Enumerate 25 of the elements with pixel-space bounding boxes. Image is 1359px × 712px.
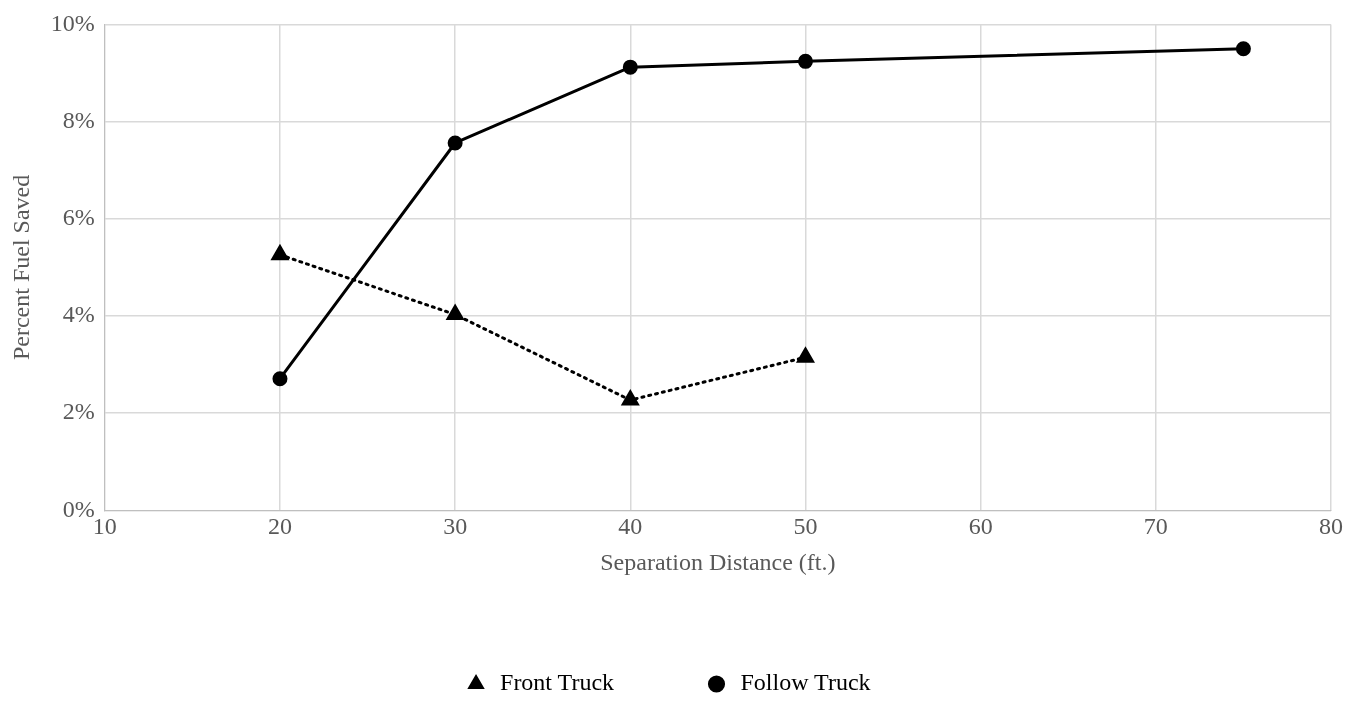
y-tick-label: 8% bbox=[62, 106, 95, 133]
y-tick-label: 10% bbox=[50, 9, 95, 36]
x-axis-title: Separation Distance (ft.) bbox=[600, 548, 836, 575]
x-tick-label: 20 bbox=[267, 513, 292, 540]
point bbox=[271, 245, 289, 261]
x-tick-label: 70 bbox=[1143, 513, 1168, 540]
point bbox=[447, 135, 463, 151]
x-tick-label: 60 bbox=[968, 513, 993, 540]
x-tick-label: 30 bbox=[443, 513, 468, 540]
y-tick-label: 6% bbox=[62, 204, 95, 231]
y-axis-title: Percent Fuel Saved bbox=[7, 174, 34, 361]
legend-label: Follow Truck bbox=[740, 669, 871, 696]
x-tick-label: 50 bbox=[793, 513, 818, 540]
y-tick-label: 0% bbox=[62, 495, 95, 522]
point bbox=[622, 59, 638, 75]
y-tick-label: 2% bbox=[62, 398, 95, 425]
point bbox=[446, 305, 464, 321]
point bbox=[621, 390, 639, 406]
point bbox=[797, 347, 814, 363]
y-tick-label: 4% bbox=[62, 301, 95, 328]
point bbox=[797, 53, 813, 69]
x-tick-label: 40 bbox=[618, 513, 643, 540]
point bbox=[1235, 41, 1251, 57]
legend-label: Front Truck bbox=[500, 669, 615, 696]
x-tick-label: 80 bbox=[1319, 513, 1343, 540]
